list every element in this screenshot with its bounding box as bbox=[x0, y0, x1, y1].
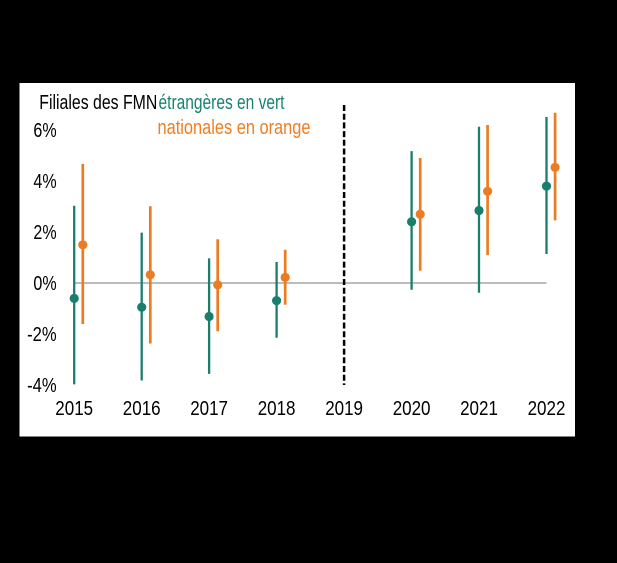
svg-text:6%: 6% bbox=[33, 120, 56, 142]
svg-text:2%: 2% bbox=[33, 222, 56, 244]
svg-text:2021: 2021 bbox=[460, 398, 498, 420]
svg-text:-4%: -4% bbox=[27, 375, 57, 397]
svg-text:2022: 2022 bbox=[528, 398, 566, 420]
svg-text:nationales en orange: nationales en orange bbox=[158, 117, 311, 139]
svg-text:4%: 4% bbox=[33, 171, 56, 193]
svg-text:2015: 2015 bbox=[55, 398, 93, 420]
svg-text:0%: 0% bbox=[33, 273, 56, 295]
svg-text:2017: 2017 bbox=[190, 398, 228, 420]
svg-text:2016: 2016 bbox=[123, 398, 161, 420]
svg-text:2019: 2019 bbox=[325, 398, 363, 420]
svg-text:Filiales des FMN: Filiales des FMN bbox=[39, 92, 157, 114]
svg-text:2018: 2018 bbox=[258, 398, 296, 420]
svg-text:2020: 2020 bbox=[393, 398, 431, 420]
svg-text:étrangères en vert: étrangères en vert bbox=[159, 92, 285, 114]
svg-text:-2%: -2% bbox=[27, 324, 57, 346]
